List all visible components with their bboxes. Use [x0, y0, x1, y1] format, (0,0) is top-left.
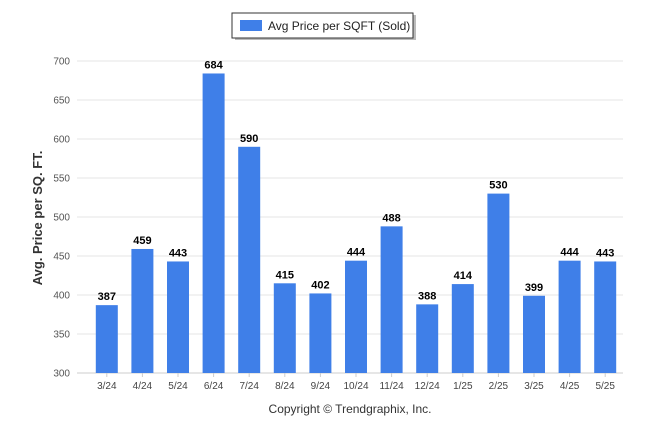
legend-label: Avg Price per SQFT (Sold): [268, 19, 410, 33]
y-tick-label: 500: [53, 213, 70, 224]
x-axis-ticks: 3/24 4/24 5/24 6/24 7/24 8/24 9/24 10/24 11/24 12…: [97, 373, 615, 392]
bar: [345, 260, 367, 373]
x-tick-label: 3/24: [97, 381, 117, 392]
bar: [523, 295, 545, 373]
bar: [380, 226, 403, 373]
data-label: 444: [347, 247, 366, 259]
data-label: 402: [311, 279, 329, 291]
bar: [202, 73, 225, 373]
data-label: 443: [169, 247, 187, 259]
x-tick-label: 6/24: [204, 381, 224, 392]
data-label: 387: [98, 291, 116, 303]
data-label: 590: [240, 133, 258, 145]
bar: [487, 193, 510, 373]
y-tick-label: 600: [53, 135, 70, 146]
legend-box: [231, 12, 414, 39]
bar: [451, 284, 474, 373]
x-tick-label: 7/24: [239, 381, 259, 392]
data-label: 684: [204, 59, 223, 71]
bar: [309, 293, 332, 373]
x-tick-label: 2/25: [489, 381, 509, 392]
bar: [594, 261, 617, 373]
y-tick-label: 400: [53, 291, 70, 302]
data-label: 530: [489, 180, 507, 192]
data-label: 488: [382, 212, 400, 224]
y-axis-ticks: 300 350 400 450 500 550 600 650 700: [53, 57, 70, 380]
data-label: 444: [560, 247, 579, 259]
x-tick-label: 3/25: [524, 381, 544, 392]
x-tick-label: 5/25: [595, 381, 615, 392]
x-tick-label: 4/25: [560, 381, 580, 392]
y-tick-label: 550: [53, 174, 70, 185]
data-labels: 387 459 443 684 590 415 402 444 488 388 414 530 399 4…: [98, 59, 615, 303]
bar: [95, 305, 118, 373]
copyright-text: Copyright © Trendgraphix, Inc.: [269, 402, 432, 416]
x-tick-label: 10/24: [343, 381, 368, 392]
y-tick-label: 650: [53, 96, 70, 107]
y-tick-label: 700: [53, 57, 70, 68]
x-tick-label: 4/24: [133, 381, 153, 392]
bar: [273, 283, 296, 373]
y-axis-title: Avg. Price per SQ. FT.: [30, 151, 45, 286]
data-label: 459: [133, 235, 151, 247]
y-tick-label: 300: [53, 369, 70, 380]
bar: [131, 248, 154, 373]
bars: [95, 73, 617, 373]
y-tick-label: 450: [53, 252, 70, 263]
x-tick-label: 9/24: [311, 381, 331, 392]
bar: [238, 146, 261, 373]
x-tick-label: 12/24: [415, 381, 440, 392]
x-tick-label: 8/24: [275, 381, 295, 392]
bar: [558, 260, 581, 373]
y-tick-label: 350: [53, 330, 70, 341]
bar: [167, 261, 189, 373]
bar: [416, 304, 439, 373]
data-label: 415: [276, 269, 294, 281]
data-label: 388: [418, 290, 436, 302]
data-label: 414: [454, 270, 473, 282]
x-tick-label: 11/24: [379, 381, 404, 392]
x-tick-label: 1/25: [453, 381, 473, 392]
legend: Avg Price per SQFT (Sold): [231, 12, 416, 40]
data-label: 399: [525, 282, 543, 294]
legend-swatch: [240, 20, 262, 31]
x-tick-label: 5/24: [168, 381, 188, 392]
data-label: 443: [596, 247, 614, 259]
